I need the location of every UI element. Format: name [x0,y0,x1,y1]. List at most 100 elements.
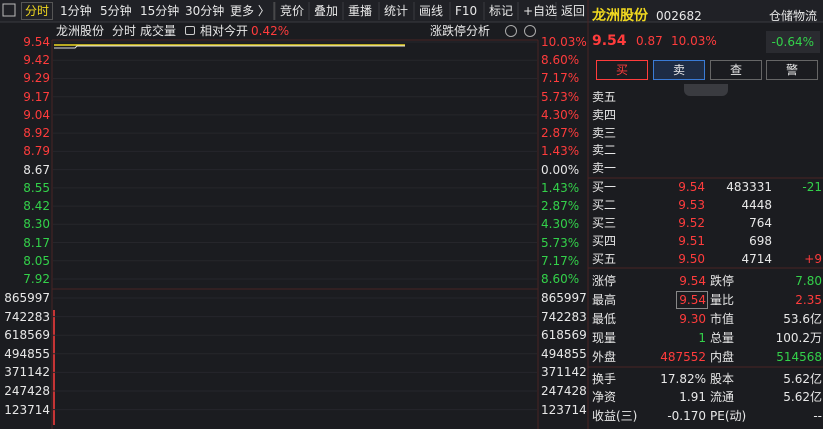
stat-label: 股本 [710,372,735,386]
period-tab[interactable]: 15分钟 [140,4,180,18]
bid-price: 9.52 [678,216,705,230]
toolbar-button[interactable]: 竞价 [280,4,305,18]
stat-label: 现量 [592,331,617,345]
toolbar-button[interactable]: 标记 [489,4,514,18]
action-label[interactable]: 买 [616,63,629,77]
stat-label: 最高 [592,293,617,307]
bid-change: -21 [802,180,822,194]
volume-tick: 865997 [541,291,587,305]
price-tick: 9.29 [23,71,50,86]
bid-volume: 764 [749,216,772,230]
action-label[interactable]: 警 [786,63,799,77]
industry-change-box[interactable] [766,31,820,53]
average-line [54,45,405,49]
industry-change: -0.64% [771,35,814,49]
quote-name: 龙洲股份 [592,8,648,24]
ask-label: 卖一 [592,161,617,176]
price-tick: 8.17 [23,235,50,250]
bid-price: 9.50 [678,252,705,266]
action-button[interactable] [710,60,762,80]
price-tick: 8.42 [23,199,50,214]
price-tick: 9.54 [23,35,50,49]
bid-label: 买四 [592,234,617,248]
price-tick: 9.17 [23,89,50,104]
action-button[interactable] [596,60,648,80]
quote-price: 9.54 [592,33,627,49]
pct-tick: 1.43% [541,144,580,159]
quote-change-pct: 10.03% [671,34,717,48]
stat-value: 514568 [776,350,822,364]
stat-value: 487552 [660,350,706,364]
volume-tick: 247428 [541,384,587,398]
stat-value: 5.62亿 [783,372,822,386]
action-label[interactable]: 卖 [673,63,686,77]
bid-volume: 698 [749,234,772,248]
pct-tick: 0.00% [541,162,580,177]
bid-price: 9.53 [678,198,705,212]
stat-label: 涨停 [592,274,617,288]
pct-tick: 7.17% [541,253,580,268]
action-button[interactable] [653,60,705,80]
ask-label: 卖三 [592,125,617,140]
high-highlight[interactable] [676,291,708,309]
close-button[interactable] [524,25,536,37]
period-tab[interactable]: 更多 〉 [230,4,270,18]
pct-tick: 2.87% [541,126,580,141]
volume-tick: 742283 [541,309,587,324]
toolbar-button[interactable]: +自选 [523,4,558,18]
stat-label: PE(动) [710,409,747,423]
toolbar-button[interactable]: 统计 [384,4,409,18]
toolbar-button[interactable]: 重播 [348,4,373,18]
bid-label: 买二 [592,198,617,212]
period-tab[interactable]: 30分钟 [185,4,225,18]
bid-volume: 4448 [741,198,772,212]
camera-icon[interactable] [185,26,195,35]
bid-price: 9.51 [678,234,705,248]
stat-value: 2.35 [795,293,822,307]
stat-label: 换手 [592,372,617,386]
period-tab[interactable]: 分时 [25,4,50,18]
collapse-tab[interactable] [684,84,728,96]
pct-tick: 8.60% [541,53,580,68]
stat-value: -0.170 [667,409,706,423]
bid-label: 买一 [592,180,617,194]
toolbar-button[interactable]: 叠加 [314,4,339,18]
toolbar-button[interactable]: 返回 [561,4,586,18]
price-tick: 8.79 [23,144,50,159]
active-tab[interactable] [21,2,53,20]
price-tick: 8.92 [23,126,50,141]
pct-tick: 8.60% [541,271,580,286]
toolbar-button[interactable]: F10 [455,4,478,18]
stat-label: 总量 [710,331,735,345]
bid-change: +9 [804,252,822,266]
stat-value: 1 [698,331,706,345]
price-tick: 8.55 [23,180,50,195]
volume-tick: 742283 [4,309,50,324]
action-button[interactable] [766,60,818,80]
period-tab[interactable]: 1分钟 [60,4,92,18]
quote-change: 0.87 [636,34,663,48]
pct-tick: 4.30% [541,217,580,232]
volume-tick: 494855 [541,346,587,361]
ask-label: 卖五 [592,90,617,104]
price-tick: 8.30 [23,217,50,232]
period-tab[interactable]: 5分钟 [100,4,132,18]
toolbar-button[interactable]: 画线 [419,4,444,18]
limit-analysis[interactable]: 涨跌停分析 [430,24,491,38]
zoom-in-button[interactable] [505,25,517,37]
volume-tick: 371142 [541,365,587,380]
stat-value: -- [813,409,822,423]
pct-tick: 2.87% [541,199,580,214]
volume-tick: 123714 [541,402,587,417]
volume-tick: 618569 [541,328,587,343]
bid-volume: 483331 [726,180,772,194]
stat-value: 9.54 [679,293,706,307]
stat-label: 流通 [710,390,735,404]
stat-value: 53.6亿 [783,312,822,326]
action-label[interactable]: 查 [730,63,743,77]
stat-label: 市值 [710,312,735,326]
bid-volume: 4714 [741,252,772,266]
stat-value: 100.2万 [775,331,822,345]
